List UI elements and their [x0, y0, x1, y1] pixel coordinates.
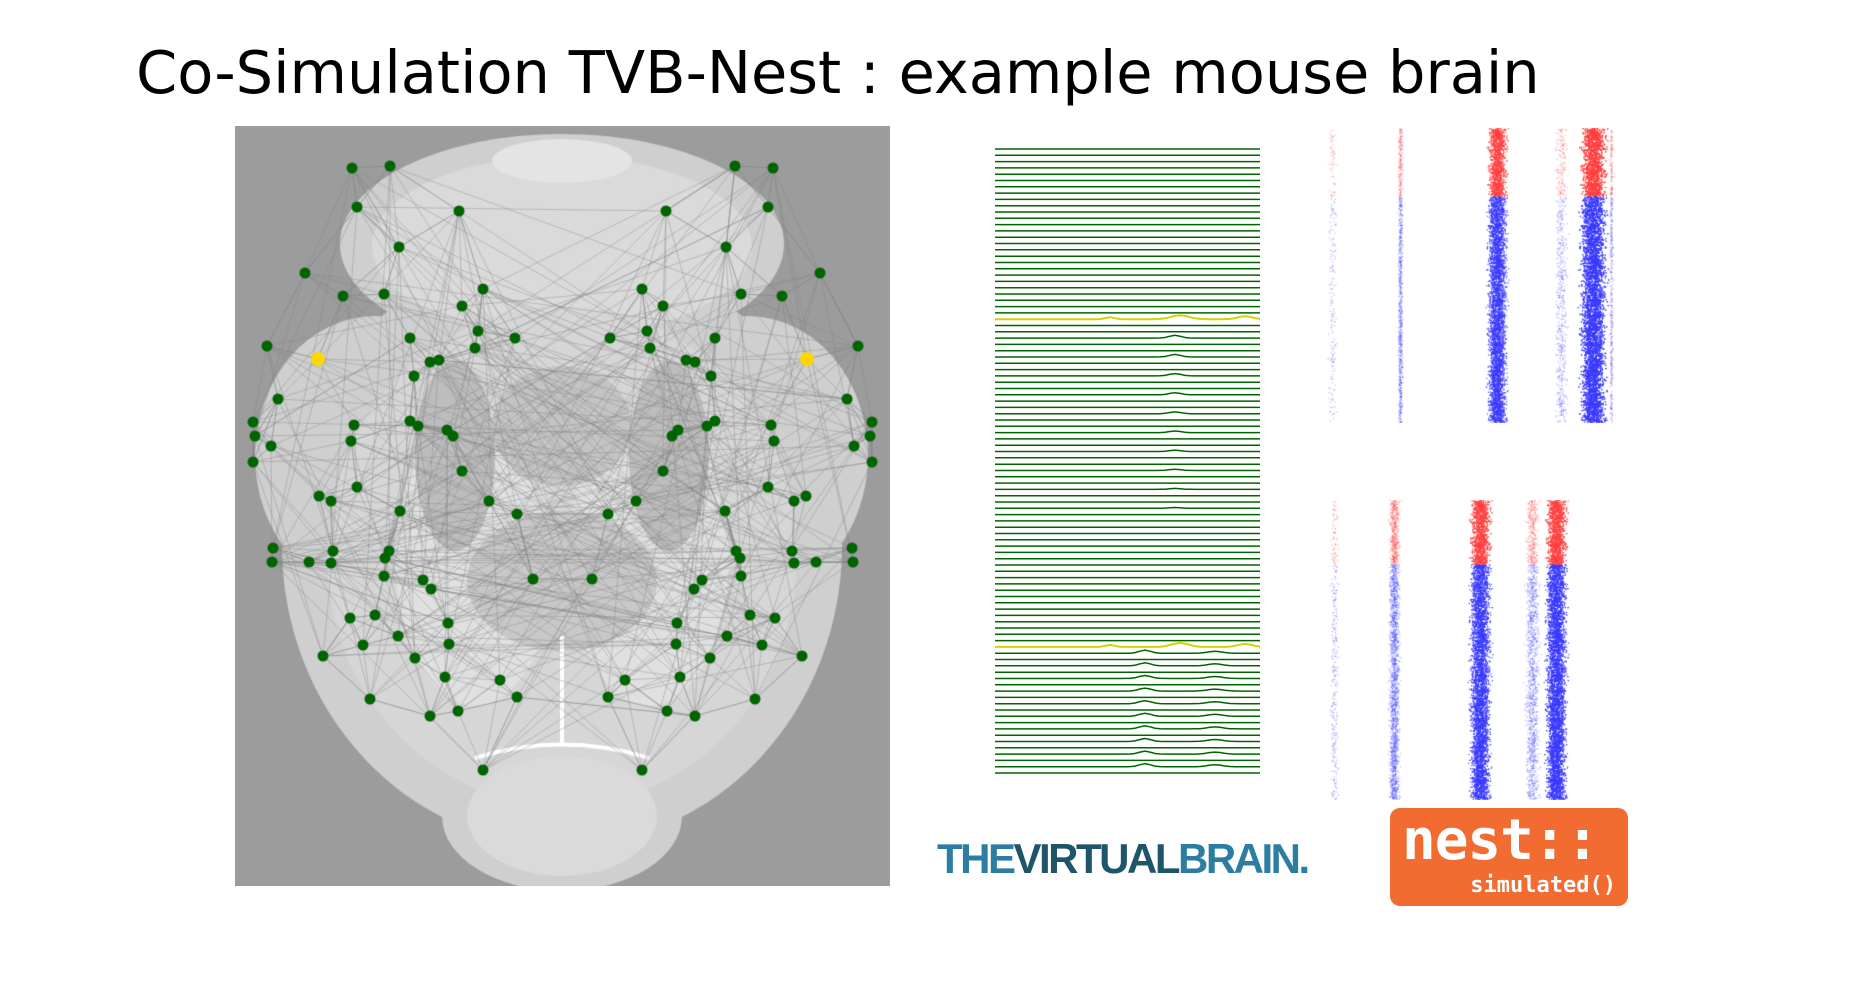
- the-virtual-brain-logo: THEVIRTUALBRAIN.: [937, 835, 1310, 882]
- activity-trace: [995, 750, 1260, 755]
- activity-trace: [995, 712, 1260, 718]
- activity-trace: [995, 468, 1260, 472]
- activity-trace: [995, 506, 1260, 510]
- page-title: Co-Simulation TVB-Nest : example mouse b…: [136, 38, 1540, 107]
- nest-simulator-logo: nest:: simulated(): [1390, 808, 1628, 906]
- activity-trace: [995, 391, 1260, 396]
- activity-trace: [995, 674, 1260, 680]
- activity-trace: [995, 662, 1260, 667]
- activity-trace: [995, 737, 1260, 743]
- activity-trace: [995, 687, 1260, 692]
- highlighted-trace: [995, 314, 1260, 321]
- nest-logo-main: nest::: [1402, 808, 1599, 873]
- mouse-brain-network-diagram: [235, 126, 890, 886]
- spike-raster-top: [1325, 128, 1615, 423]
- spike-raster-bottom: [1325, 500, 1615, 800]
- activity-trace: [995, 487, 1260, 491]
- activity-trace: [995, 725, 1260, 730]
- activity-trace: [995, 762, 1260, 768]
- activity-trace: [995, 699, 1260, 705]
- activity-trace: [995, 334, 1260, 339]
- activity-trace: [995, 372, 1260, 377]
- highlighted-trace: [995, 641, 1260, 648]
- region-activity-traces: [995, 148, 1260, 774]
- nest-logo-sub: simulated(): [1470, 873, 1616, 898]
- activity-trace: [995, 353, 1260, 358]
- activity-trace: [995, 430, 1260, 434]
- activity-trace: [995, 411, 1260, 415]
- activity-trace: [995, 449, 1260, 453]
- activity-trace: [995, 649, 1260, 654]
